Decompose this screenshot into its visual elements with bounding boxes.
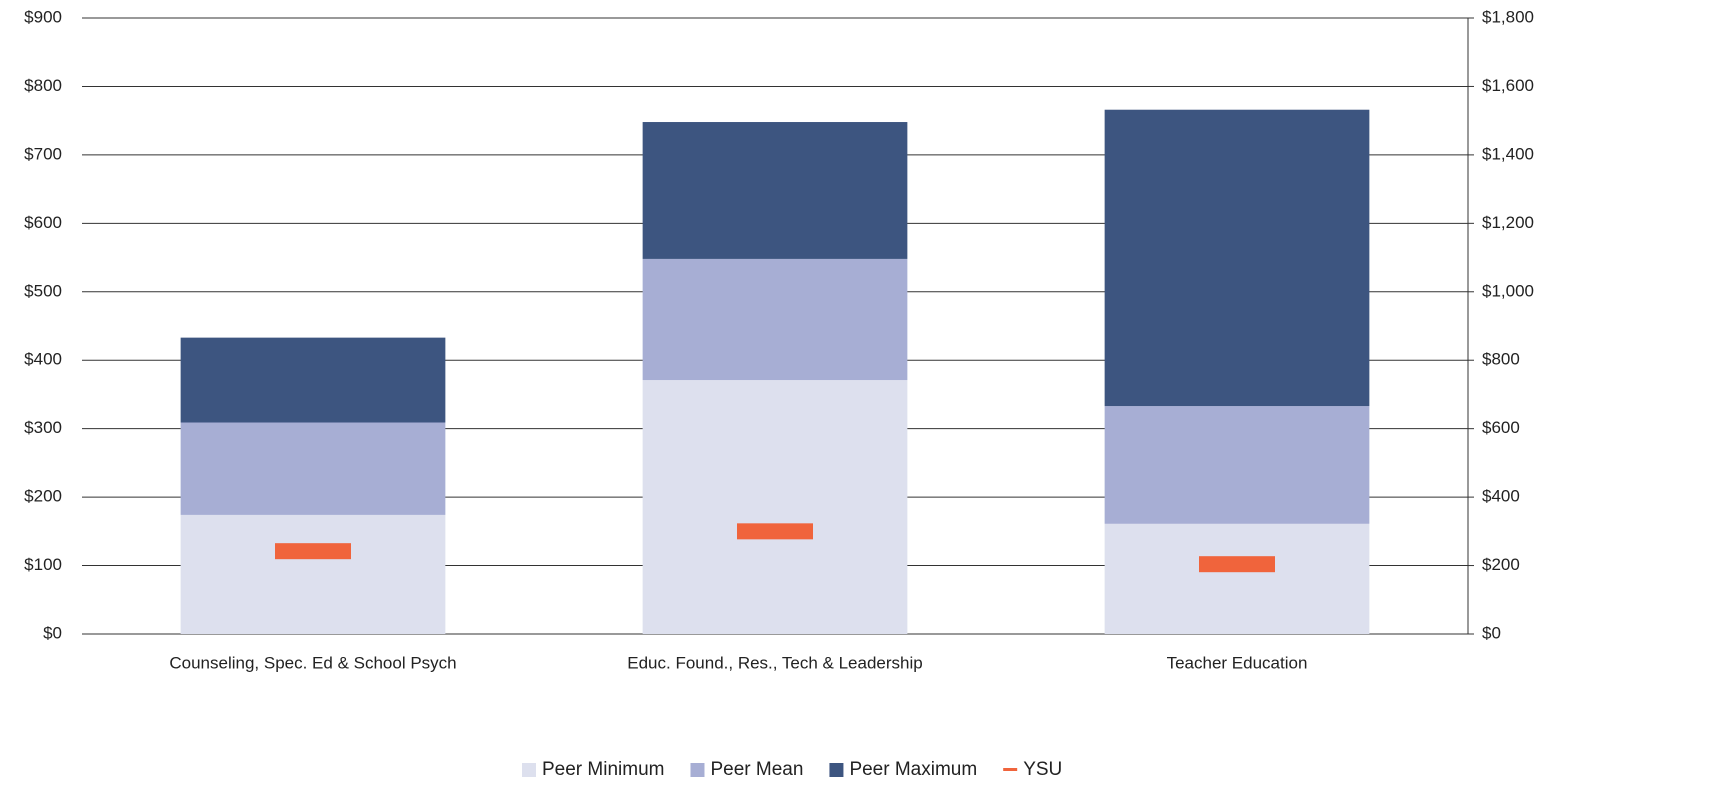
- bar-segment: [1104, 523, 1370, 634]
- y-tick-label: $0: [43, 623, 62, 642]
- y-tick-label: $900: [24, 7, 62, 26]
- x-tick-label: Teacher Education: [1167, 653, 1308, 672]
- y2-tick-label: $1,000: [1482, 281, 1534, 300]
- y2-tick-label: $800: [1482, 350, 1520, 369]
- legend-label: Peer Maximum: [849, 759, 977, 780]
- y2-tick-label: $1,200: [1482, 213, 1534, 232]
- legend-swatch: [690, 763, 705, 777]
- y-tick-label: $500: [24, 281, 62, 300]
- bar-segment: [642, 258, 908, 381]
- y-tick-label: $400: [24, 350, 62, 369]
- y2-tick-label: $1,600: [1482, 76, 1534, 95]
- bar-segment: [180, 422, 446, 515]
- ysu-marker: [737, 523, 813, 540]
- bar-segment: [1104, 109, 1370, 407]
- bar-segment: [642, 122, 908, 259]
- y-tick-label: $100: [24, 555, 62, 574]
- legend-label: YSU: [1023, 759, 1062, 780]
- bar-segment: [642, 380, 908, 634]
- y2-tick-label: $0: [1482, 623, 1501, 642]
- bar-segment: [180, 337, 446, 423]
- y2-tick-label: $1,400: [1482, 144, 1534, 163]
- x-tick-label: Educ. Found., Res., Tech & Leadership: [627, 653, 922, 672]
- legend-label: Peer Mean: [710, 759, 803, 780]
- bar-segment: [180, 514, 446, 634]
- y-tick-label: $200: [24, 487, 62, 506]
- legend-swatch: [829, 763, 844, 777]
- y-tick-label: $300: [24, 418, 62, 437]
- y2-tick-label: $400: [1482, 487, 1520, 506]
- y-tick-label: $700: [24, 144, 62, 163]
- y-tick-label: $600: [24, 213, 62, 232]
- y2-tick-label: $600: [1482, 418, 1520, 437]
- y2-tick-label: $200: [1482, 555, 1520, 574]
- ysu-marker: [1199, 556, 1275, 573]
- x-tick-label: Counseling, Spec. Ed & School Psych: [169, 653, 456, 672]
- bar-segment: [1104, 406, 1370, 524]
- ysu-marker: [275, 543, 351, 560]
- legend-label: Peer Minimum: [542, 759, 664, 780]
- legend-swatch: [1003, 768, 1018, 771]
- legend-swatch: [522, 763, 536, 777]
- y-tick-label: $800: [24, 76, 62, 95]
- y2-tick-label: $1,800: [1482, 7, 1534, 26]
